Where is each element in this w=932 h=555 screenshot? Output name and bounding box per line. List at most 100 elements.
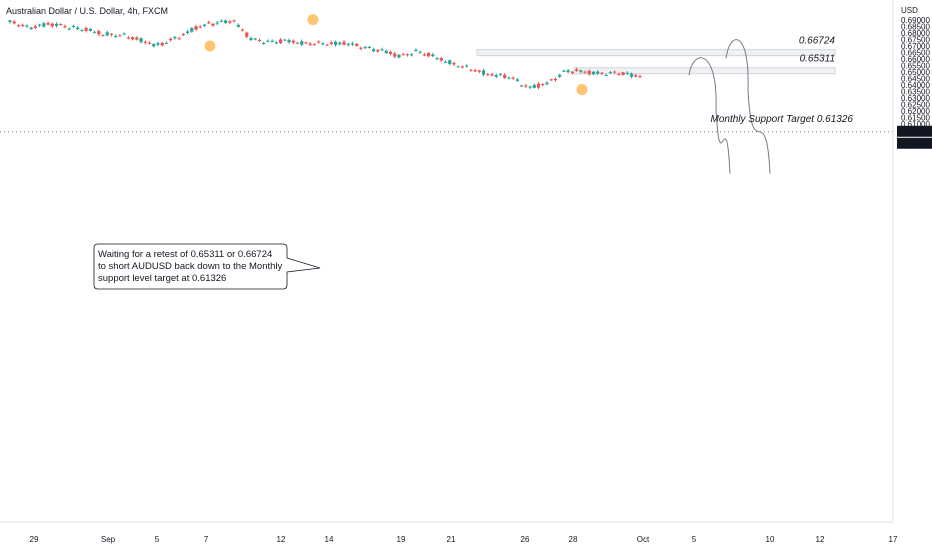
swing-marker	[576, 84, 588, 96]
candle-body	[460, 66, 465, 68]
y-tick-label: 0.63000	[901, 94, 930, 103]
candle-body	[494, 75, 498, 77]
candle-body	[287, 39, 291, 43]
y-tick-label: 0.66000	[901, 55, 930, 64]
swing-marker	[204, 40, 216, 52]
candle-body	[410, 54, 414, 56]
candle-body	[50, 23, 54, 27]
candle-body	[469, 69, 473, 71]
candle-body	[135, 37, 139, 40]
candle-body	[97, 31, 101, 35]
candle-body	[46, 22, 50, 25]
y-tick-label: 0.67000	[901, 42, 930, 51]
candle-body	[25, 25, 29, 27]
candle-body	[405, 54, 410, 56]
x-tick-label: Sep	[101, 535, 116, 544]
candle-body	[105, 32, 109, 36]
candle-body	[308, 43, 312, 45]
candle-body	[54, 23, 59, 26]
candle-body	[143, 41, 147, 43]
y-tick-label: 0.62500	[901, 101, 930, 110]
candle-body	[42, 23, 46, 27]
candle-body	[181, 33, 185, 35]
resistance-zone	[573, 67, 836, 75]
candle-body	[198, 26, 202, 28]
y-tick-label: 0.69000	[901, 16, 930, 25]
candle-body	[388, 51, 393, 54]
candle-body	[553, 78, 558, 81]
candle-body	[486, 74, 490, 76]
candle-body	[325, 44, 329, 46]
candle-body	[583, 71, 587, 73]
candle-body	[257, 39, 262, 41]
candle-body	[363, 47, 367, 49]
candle-body	[422, 54, 426, 56]
candle-body	[418, 51, 422, 53]
candle-body	[452, 62, 456, 65]
candle-body	[173, 37, 177, 39]
candle-body	[350, 43, 355, 45]
candle-body	[566, 70, 570, 73]
candle-body	[76, 27, 80, 30]
candle-body	[448, 60, 452, 65]
x-tick-label: 10	[766, 535, 775, 544]
candle-body	[262, 43, 266, 45]
candle-body	[333, 41, 338, 45]
candle-body	[545, 82, 549, 85]
candle-body	[80, 29, 84, 31]
candle-body	[435, 58, 439, 60]
candle-body	[558, 74, 562, 77]
candle-body	[372, 49, 376, 52]
candle-body	[185, 31, 190, 33]
candle-body	[317, 41, 321, 43]
candle-body	[443, 61, 448, 63]
candle-body	[152, 44, 156, 47]
annotation-line: Waiting for a retest of 0.65311 or 0.667…	[98, 249, 272, 260]
candle-body	[456, 66, 460, 68]
candle-body	[617, 74, 621, 76]
candle-body	[109, 33, 114, 35]
candle-body	[194, 26, 198, 30]
candle-body	[147, 42, 152, 44]
y-tick-label: 0.68500	[901, 23, 930, 32]
currency-label: USD	[901, 6, 918, 15]
price-badge	[897, 137, 932, 149]
candle-body	[92, 31, 97, 33]
candle-body	[520, 85, 524, 87]
candle-body	[295, 42, 300, 44]
candle-body	[84, 27, 88, 31]
candle-body	[380, 49, 384, 51]
y-tick-label: 0.64500	[901, 75, 930, 84]
candle-body	[579, 70, 583, 73]
candle-body	[477, 70, 481, 72]
candle-body	[59, 23, 63, 25]
candle-body	[304, 42, 308, 44]
candle-body	[190, 28, 194, 32]
y-tick-label: 0.65500	[901, 62, 930, 71]
candle-body	[355, 43, 359, 47]
candle-body	[240, 29, 245, 31]
annotation-line: to short AUDUSD back down to the Monthly	[98, 261, 283, 272]
candle-body	[490, 74, 494, 76]
candle-body	[574, 69, 579, 71]
candle-body	[608, 72, 613, 74]
projection-arc	[688, 57, 731, 174]
candle-body	[139, 38, 143, 43]
candle-body	[401, 54, 405, 56]
candle-body	[101, 35, 105, 37]
price-badge-label: 0.61326	[900, 140, 929, 149]
price-badge	[897, 125, 932, 137]
candle-body	[503, 74, 507, 79]
candle-body	[300, 41, 304, 45]
candle-body	[524, 85, 528, 87]
y-tick-label: 0.64000	[901, 81, 930, 90]
candle-body	[507, 77, 511, 79]
candle-body	[224, 20, 228, 23]
x-tick-label: 12	[277, 535, 286, 544]
x-tick-label: 5	[155, 535, 160, 544]
candle-body	[156, 43, 160, 45]
annotation-line: support level target at 0.61326	[98, 273, 226, 284]
candle-body	[414, 49, 418, 52]
x-tick-label: 17	[889, 535, 898, 544]
candle-body	[346, 43, 350, 45]
